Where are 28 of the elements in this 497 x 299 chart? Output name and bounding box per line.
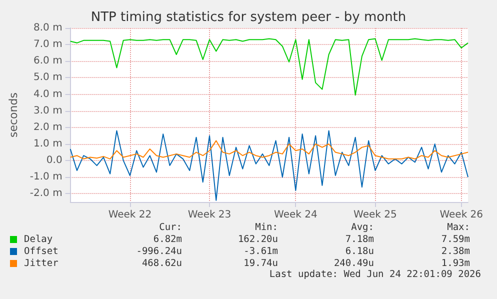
legend-label: Jitter — [24, 258, 60, 269]
line-series — [70, 140, 468, 160]
y-axis-title: seconds — [7, 92, 20, 138]
y-tick-label: 2.0 m — [34, 122, 62, 133]
y-tick-label: 1.0 m — [34, 138, 62, 150]
text: -996.24u -3.61m 6.18u 2.38m — [136, 246, 470, 257]
y-tick-label: -2.0 m — [30, 188, 62, 200]
y-tick-label: -1.0 m — [30, 172, 62, 183]
y-tick-label: 8.0 m — [34, 22, 62, 34]
legend-label: Delay — [24, 234, 54, 245]
x-tick-label: Week 24 — [274, 210, 318, 220]
text: Cur: Min: Avg: Max: — [159, 222, 470, 233]
x-tick-label: Week 26 — [440, 210, 484, 220]
y-tick-label: 0.0 — [46, 155, 62, 166]
x-tick-label: Week 23 — [188, 210, 232, 220]
y-tick-label: 3.0 m — [34, 105, 62, 116]
text: Last update: Wed Jun 24 22:01:09 2026 — [268, 269, 482, 280]
y-tick-label: 5.0 m — [34, 72, 62, 84]
x-tick-label: Week 22 — [108, 210, 152, 220]
text: 468.62u 19.74u 240.49u 1.93m — [142, 258, 470, 269]
y-tick-label: 7.0 m — [34, 39, 62, 50]
y-tick-label: 4.0 m — [34, 88, 62, 100]
text: 6.82m 162.20u 7.18m 7.59m — [153, 234, 470, 245]
y-tick-label: 6.0 m — [34, 56, 62, 67]
legend-label: Offset — [24, 246, 60, 257]
x-tick-label: Week 25 — [354, 210, 397, 220]
chart-title: NTP timing statistics for system peer - by month — [90, 10, 406, 25]
line-series — [70, 38, 468, 96]
